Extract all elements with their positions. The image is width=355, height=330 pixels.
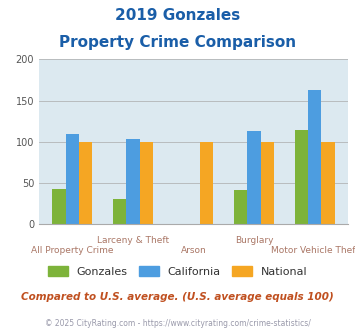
Bar bbox=[321, 142, 334, 224]
Bar bbox=[308, 90, 321, 224]
Text: Compared to U.S. average. (U.S. average equals 100): Compared to U.S. average. (U.S. average … bbox=[21, 292, 334, 302]
Bar bbox=[200, 142, 213, 224]
Bar bbox=[113, 199, 126, 224]
Bar bbox=[53, 189, 66, 224]
Text: Larceny & Theft: Larceny & Theft bbox=[97, 236, 169, 245]
Bar bbox=[234, 190, 247, 224]
Bar bbox=[295, 129, 308, 224]
Text: Motor Vehicle Theft: Motor Vehicle Theft bbox=[271, 246, 355, 255]
Text: Arson: Arson bbox=[181, 246, 206, 255]
Bar bbox=[79, 142, 92, 224]
Bar bbox=[126, 139, 140, 224]
Text: 2019 Gonzales: 2019 Gonzales bbox=[115, 8, 240, 23]
Text: Property Crime Comparison: Property Crime Comparison bbox=[59, 35, 296, 50]
Bar bbox=[261, 142, 274, 224]
Bar bbox=[66, 134, 79, 224]
Text: All Property Crime: All Property Crime bbox=[31, 246, 114, 255]
Text: © 2025 CityRating.com - https://www.cityrating.com/crime-statistics/: © 2025 CityRating.com - https://www.city… bbox=[45, 319, 310, 328]
Legend: Gonzales, California, National: Gonzales, California, National bbox=[43, 261, 312, 281]
Bar bbox=[247, 131, 261, 224]
Text: Burglary: Burglary bbox=[235, 236, 273, 245]
Bar bbox=[140, 142, 153, 224]
